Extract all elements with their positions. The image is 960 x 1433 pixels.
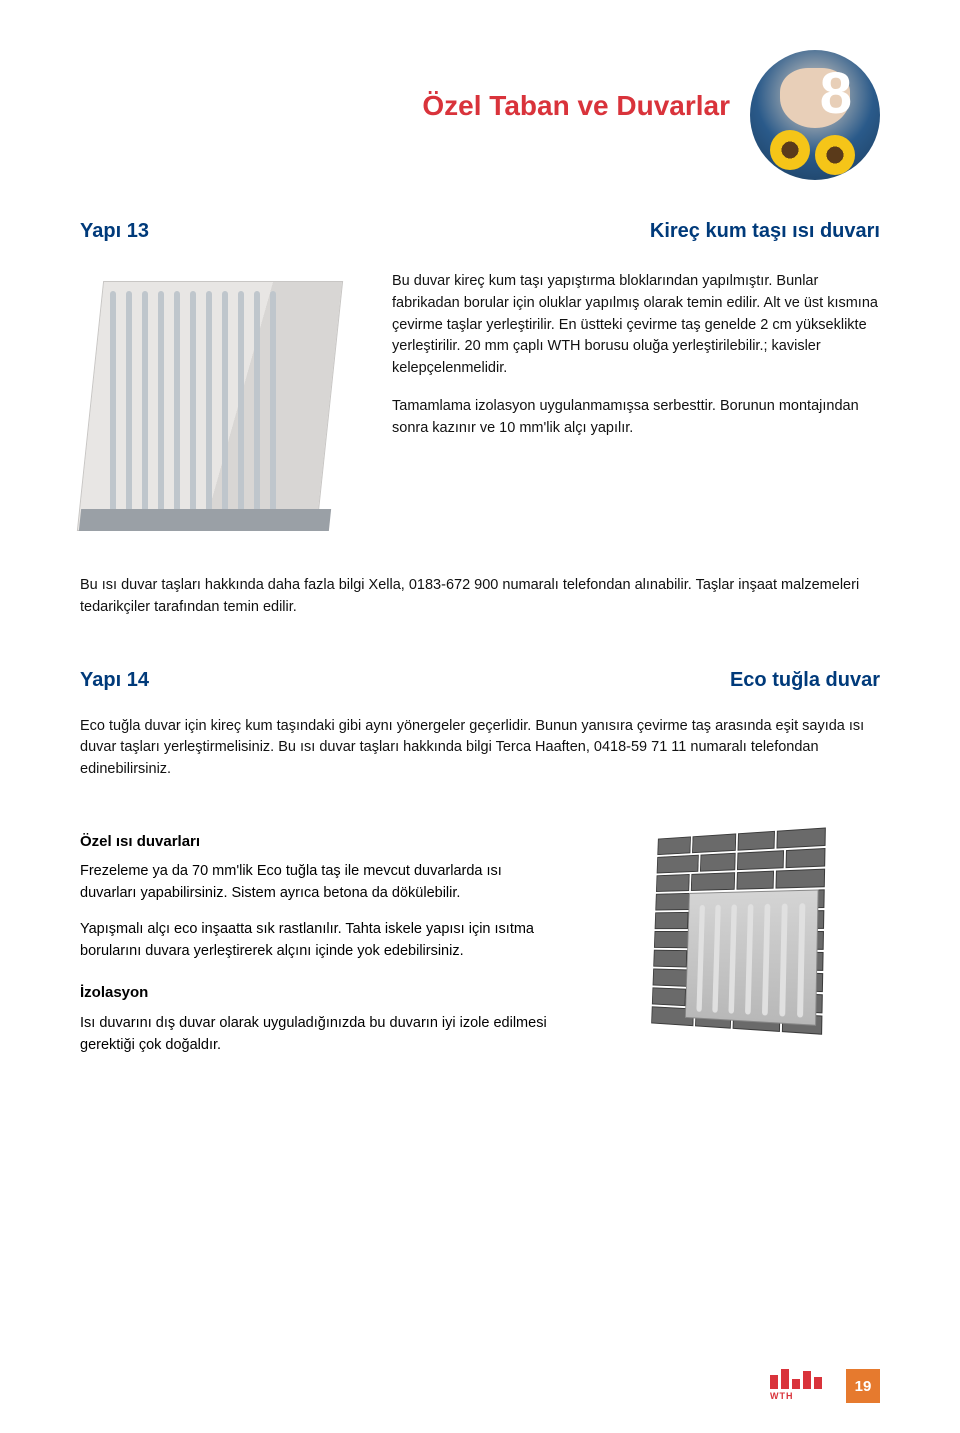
wth-logo: WTH (770, 1369, 830, 1403)
diagram-pipes (110, 291, 290, 521)
yapi14-title: Eco tuğla duvar (730, 669, 880, 692)
yapi14-label: Yapı 14 (80, 669, 149, 692)
yapi13-title: Kireç kum taşı ısı duvarı (650, 220, 880, 243)
brick-wall-diagram (580, 811, 880, 1071)
page-container: Özel Taban ve Duvarlar 8 Yapı 13 Kireç k… (0, 0, 960, 1433)
wall-diagram-1 (80, 271, 360, 551)
yapi13-para2: Tamamlama izolasyon uygulanmamışsa serbe… (392, 396, 880, 440)
diagram-base-bar (79, 509, 331, 531)
yapi13-para1: Bu duvar kireç kum taşı yapıştırma blokl… (392, 271, 880, 380)
footer-bar: WTH 19 (770, 1369, 880, 1403)
brick-wall-graphic (651, 825, 861, 1039)
yapi14-heading-row: Yapı 14 Eco tuğla duvar (80, 669, 880, 692)
sunflower-icon (815, 135, 855, 175)
chapter-number: 8 (820, 60, 852, 127)
yapi13-text: Bu duvar kireç kum taşı yapıştırma blokl… (392, 271, 880, 551)
yapi14-lower-text: Özel ısı duvarları Frezeleme ya da 70 mm… (80, 811, 550, 1071)
chapter-badge: 8 (750, 50, 880, 180)
yapi13-label: Yapı 13 (80, 220, 149, 243)
yapi13-heading-row: Yapı 13 Kireç kum taşı ısı duvarı (80, 220, 880, 243)
sub2-p1: Isı duvarını dış duvar olarak uyguladığı… (80, 1013, 550, 1057)
yapi13-footer-para: Bu ısı duvar taşları hakkında daha fazla… (80, 575, 880, 619)
sub1-p2: Yapışmalı alçı eco inşaatta sık rastlanı… (80, 919, 550, 963)
header-row: Özel Taban ve Duvarlar 8 (80, 50, 880, 180)
sunflower-icon (770, 130, 810, 170)
page-number: 19 (846, 1369, 880, 1403)
sub1-p1: Frezeleme ya da 70 mm'lik Eco tuğla taş … (80, 861, 550, 905)
sub2-title: İzolasyon (80, 982, 550, 1005)
yapi14-intro: Eco tuğla duvar için kireç kum taşındaki… (80, 716, 880, 781)
brick-panel (685, 889, 819, 1025)
yapi13-body: Bu duvar kireç kum taşı yapıştırma blokl… (80, 271, 880, 551)
wth-logo-text: WTH (770, 1391, 830, 1401)
section-title: Özel Taban ve Duvarlar (422, 90, 730, 122)
yapi14-lower: Özel ısı duvarları Frezeleme ya da 70 mm… (80, 811, 880, 1071)
sub1-title: Özel ısı duvarları (80, 831, 550, 854)
